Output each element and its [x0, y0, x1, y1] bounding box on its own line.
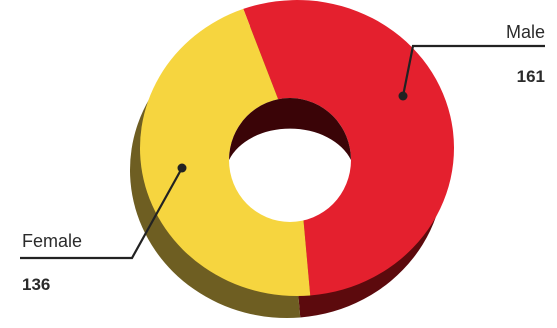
leader-dot-female [177, 163, 187, 173]
label-male-value: 161 [517, 67, 545, 86]
leader-dot-male [398, 91, 408, 101]
label-female-name: Female [22, 231, 82, 251]
leader-line-male [401, 44, 545, 97]
label-male-name: Male [506, 22, 545, 42]
leader-line-female [20, 167, 183, 260]
donut-hole-inner-wall [229, 98, 351, 160]
slice-female [139, 8, 311, 296]
label-female-value: 136 [22, 275, 50, 294]
